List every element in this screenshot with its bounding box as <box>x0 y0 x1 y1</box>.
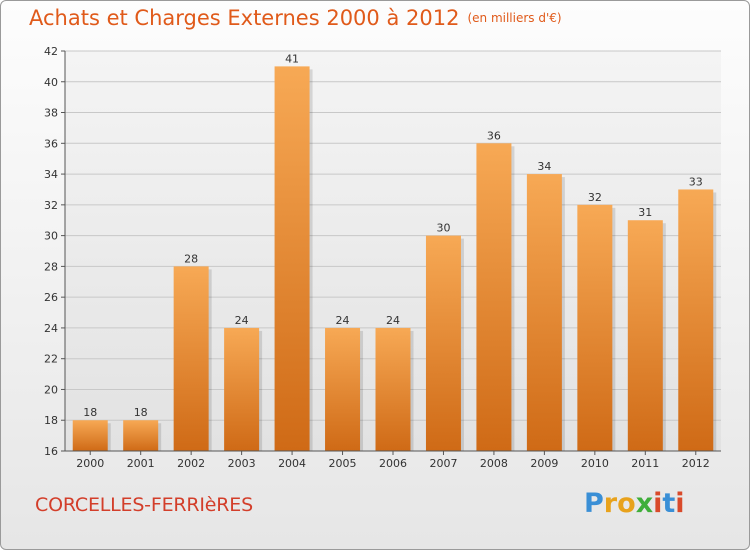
logo-letter: x <box>635 488 654 519</box>
x-tick-label: 2011 <box>631 457 659 470</box>
x-tick-label: 2006 <box>379 457 407 470</box>
data-label: 36 <box>487 129 501 142</box>
data-label: 18 <box>83 406 97 419</box>
chart-title: Achats et Charges Externes 2000 à 2012 (e… <box>29 6 562 30</box>
x-tick-label: 2005 <box>329 457 357 470</box>
bar <box>123 420 159 451</box>
bar <box>577 204 613 451</box>
data-label: 34 <box>537 160 551 173</box>
bar <box>627 220 663 451</box>
data-label: 24 <box>336 314 350 327</box>
axis-layer: 16 18 20 22 24 26 28 30 32 34 36 38 40 42 18 2000 18 2001… <box>44 45 721 470</box>
y-tick-label: 30 <box>44 230 58 243</box>
bar <box>72 420 108 451</box>
bar <box>173 266 209 451</box>
logo-letter: t <box>662 488 676 519</box>
logo-letter: i <box>675 488 685 519</box>
y-tick-label: 38 <box>44 107 58 120</box>
bar-layer <box>72 66 717 452</box>
place-name: CORCELLES-FERRIèRES <box>35 494 253 516</box>
data-label: 28 <box>184 252 198 265</box>
y-tick-label: 20 <box>44 383 58 396</box>
y-tick-label: 16 <box>44 445 58 458</box>
chart-title-text: Achats et Charges Externes 2000 à 2012 <box>29 6 460 30</box>
bar <box>224 327 260 451</box>
logo-letter: i <box>653 488 663 519</box>
bar <box>375 327 411 451</box>
x-tick-label: 2003 <box>228 457 256 470</box>
bar <box>476 143 512 452</box>
x-tick-label: 2012 <box>682 457 710 470</box>
proxiti-logo: Proxiti <box>584 488 685 519</box>
logo-letter: P <box>584 488 604 519</box>
y-tick-label: 28 <box>44 260 58 273</box>
y-tick-label: 18 <box>44 414 58 427</box>
y-tick-label: 34 <box>44 168 58 181</box>
logo-letter: r <box>603 488 618 519</box>
x-tick-label: 2009 <box>530 457 558 470</box>
x-tick-label: 2004 <box>278 457 306 470</box>
x-tick-label: 2007 <box>429 457 457 470</box>
y-tick-label: 24 <box>44 322 58 335</box>
y-tick-label: 26 <box>44 291 58 304</box>
y-tick-label: 36 <box>44 137 58 150</box>
bar <box>425 235 461 451</box>
x-tick-label: 2000 <box>76 457 104 470</box>
y-tick-label: 32 <box>44 199 58 212</box>
x-tick-label: 2002 <box>177 457 205 470</box>
data-label: 33 <box>689 175 703 188</box>
y-tick-label: 40 <box>44 76 58 89</box>
logo-letter: o <box>617 488 636 519</box>
y-tick-label: 22 <box>44 353 58 366</box>
x-tick-label: 2010 <box>581 457 609 470</box>
y-tick-label: 42 <box>44 45 58 58</box>
data-label: 24 <box>235 314 249 327</box>
data-label: 24 <box>386 314 400 327</box>
x-tick-label: 2001 <box>127 457 155 470</box>
bar <box>325 327 361 451</box>
bar <box>678 189 714 451</box>
bar <box>526 174 562 452</box>
data-label: 41 <box>285 52 299 65</box>
data-label: 30 <box>436 222 450 235</box>
data-label: 31 <box>638 206 652 219</box>
data-label: 18 <box>134 406 148 419</box>
data-label: 32 <box>588 191 602 204</box>
x-tick-label: 2008 <box>480 457 508 470</box>
chart-subtitle: (en milliers d'€) <box>467 11 562 25</box>
bar <box>274 66 310 451</box>
